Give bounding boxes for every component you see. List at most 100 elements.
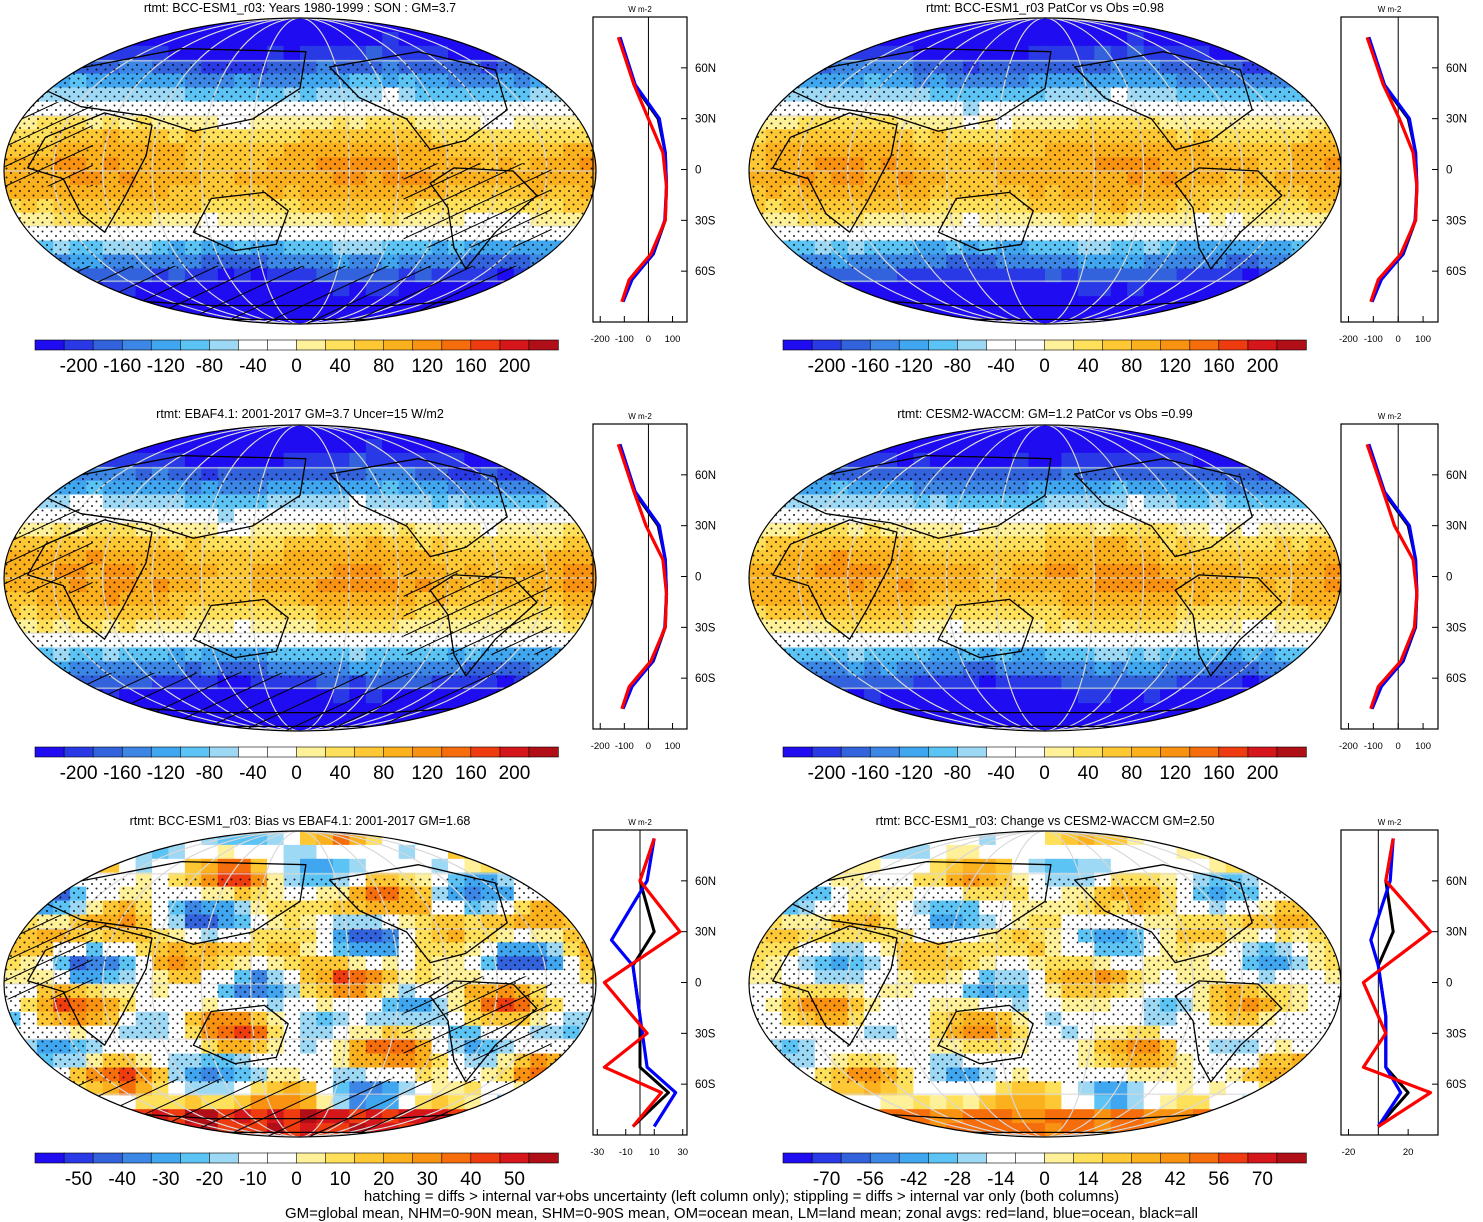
map-cell	[218, 46, 235, 61]
map-cell	[37, 845, 54, 860]
map-cell	[53, 439, 70, 454]
colorbar-tick-label: -120	[147, 356, 185, 377]
map-cell	[580, 1040, 597, 1055]
map-cell	[563, 887, 580, 902]
map-cell	[1292, 74, 1309, 89]
map-cell	[201, 46, 218, 61]
map-cell	[996, 845, 1013, 860]
map-cell	[996, 32, 1013, 47]
map-cell	[497, 845, 514, 860]
panel-3: rtmt: EBAF4.1: 2001-2017 GM=3.7 Uncer=15…	[4, 407, 716, 784]
map-cell	[815, 425, 832, 440]
map-cell	[333, 859, 350, 874]
map-cell	[1259, 845, 1276, 860]
zonal-ytick-label: 30S	[695, 622, 716, 634]
colorbar-swatch	[899, 340, 929, 350]
map-cell	[530, 689, 547, 704]
map-cell	[136, 46, 153, 61]
colorbar-swatch	[529, 747, 559, 757]
map-cell	[4, 887, 21, 902]
map-cell	[86, 18, 103, 33]
map-cell	[864, 296, 881, 311]
map-cell	[267, 453, 284, 468]
map-cell	[1325, 859, 1342, 874]
map-cell	[831, 717, 848, 732]
map-cell	[20, 1095, 37, 1110]
map-cell	[580, 703, 597, 718]
colorbar-swatch	[442, 340, 472, 350]
map-cell	[1325, 689, 1342, 704]
map-cell	[782, 689, 799, 704]
map-cell	[1275, 425, 1292, 440]
map-cell	[798, 831, 815, 846]
map-cell	[1292, 439, 1309, 454]
map-cell	[4, 296, 21, 311]
map-cell	[580, 88, 597, 103]
colorbar-tick-label: -80	[944, 763, 971, 784]
map-cell	[1160, 439, 1177, 454]
map-cell	[831, 296, 848, 311]
map-cell	[1275, 717, 1292, 732]
map-cell	[136, 18, 153, 33]
map-cell	[37, 296, 54, 311]
map-cell	[103, 845, 120, 860]
map-cell	[913, 439, 930, 454]
map-cell	[267, 859, 284, 874]
map-cell	[37, 46, 54, 61]
map-cell	[1094, 859, 1111, 874]
map-cell	[37, 268, 54, 283]
map-cell	[996, 703, 1013, 718]
map-cell	[70, 46, 87, 61]
map-cell	[53, 425, 70, 440]
map-cell	[37, 662, 54, 677]
map-cell	[284, 859, 301, 874]
map-cell	[897, 18, 914, 33]
colorbar-swatch	[151, 340, 181, 350]
map-cell	[86, 310, 103, 325]
map-cell	[152, 425, 169, 440]
zonal-xtick-label: -200	[591, 741, 610, 752]
map-cell	[464, 703, 481, 718]
map-cell	[316, 46, 333, 61]
map-cell	[1012, 859, 1029, 874]
map-cell	[448, 831, 465, 846]
colorbar-swatch	[384, 340, 414, 350]
map-cell	[168, 439, 185, 454]
map-cell	[749, 481, 766, 496]
map-cell	[580, 509, 597, 524]
map-cell	[930, 831, 947, 846]
map-cell	[547, 296, 564, 311]
map-cell	[798, 310, 815, 325]
map-cell	[4, 689, 21, 704]
map-cell	[765, 74, 782, 89]
map-cell	[1094, 453, 1111, 468]
map-cell	[530, 1123, 547, 1138]
map-cell	[815, 703, 832, 718]
map-cell	[464, 18, 481, 33]
map-cell	[136, 717, 153, 732]
zonal-ytick-label: 30N	[1446, 521, 1467, 533]
colorbar-tick-label: -20	[196, 1169, 223, 1190]
colorbar-tick-label: 40	[1078, 356, 1099, 377]
colorbar-tick-label: 10	[330, 1169, 351, 1190]
zonal-ytick-label: 60S	[695, 1079, 716, 1091]
map-cell	[765, 662, 782, 677]
map-cell	[218, 32, 235, 47]
colorbar-swatch	[35, 747, 65, 757]
map-cell	[580, 901, 597, 916]
map-cell	[86, 425, 103, 440]
map-cell	[481, 439, 498, 454]
zonal-ytick-label: 60S	[695, 266, 716, 278]
panel-title: rtmt: EBAF4.1: 2001-2017 GM=3.7 Uncer=15…	[156, 407, 444, 421]
map-cell	[514, 717, 531, 732]
colorbar-swatch	[870, 340, 900, 350]
map-cell	[996, 439, 1013, 454]
map-cell	[563, 310, 580, 325]
map-cell	[1012, 453, 1029, 468]
map-cell	[4, 675, 21, 690]
map-cell	[86, 703, 103, 718]
map-cell	[765, 845, 782, 860]
map-cell	[1325, 901, 1342, 916]
map-cell	[831, 32, 848, 47]
map-cell	[70, 310, 87, 325]
